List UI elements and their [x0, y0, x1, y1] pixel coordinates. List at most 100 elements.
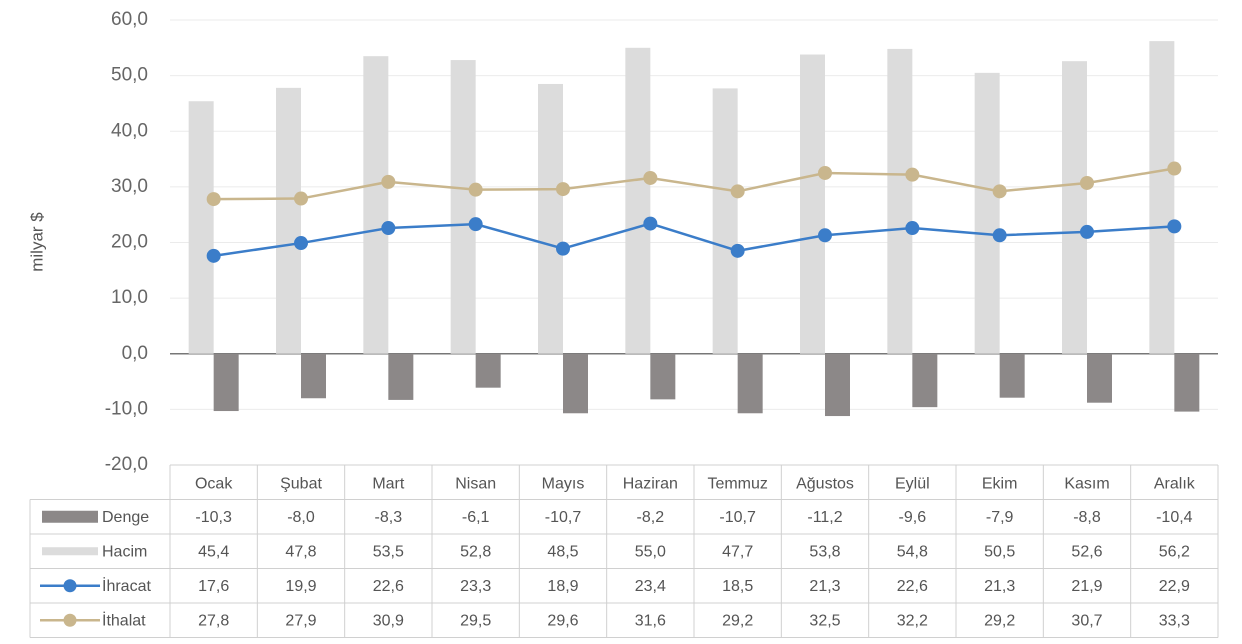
marker [294, 236, 308, 251]
data-label: 23,3 [460, 578, 491, 595]
legend-label: İhracat [102, 576, 151, 595]
bar [450, 60, 476, 354]
y-tick-label: -20,0 [105, 454, 148, 475]
legend-key [42, 510, 98, 523]
data-label: 56,2 [1159, 543, 1190, 560]
data-label: 18,5 [722, 578, 753, 595]
marker [992, 184, 1007, 199]
marker [905, 221, 920, 236]
bar [712, 88, 738, 354]
y-tick-label: 10,0 [111, 287, 148, 308]
x-tick-label: Eylül [895, 475, 930, 492]
bar [999, 353, 1025, 398]
data-label: -6,1 [462, 509, 490, 526]
bar [188, 101, 214, 354]
data-label: 48,5 [547, 543, 578, 560]
marker [1080, 175, 1094, 190]
data-label: 55,0 [635, 543, 666, 560]
marker [1167, 219, 1182, 234]
data-label: 47,8 [285, 543, 316, 560]
bar [737, 353, 763, 414]
data-label: 23,4 [635, 578, 666, 595]
marker [1080, 224, 1094, 239]
marker [468, 217, 483, 232]
y-axis-label: milyar $ [27, 212, 46, 272]
bar [800, 54, 825, 354]
bar [475, 353, 501, 388]
data-label: 22,6 [897, 578, 928, 595]
data-label: 47,7 [722, 543, 753, 560]
x-tick-label: Ağustos [796, 475, 854, 492]
marker [905, 167, 920, 182]
data-label: 54,8 [897, 543, 928, 560]
data-label: 19,9 [285, 578, 316, 595]
marker [730, 184, 745, 199]
data-label: -11,2 [807, 509, 842, 526]
bar [276, 87, 301, 354]
data-label: 27,9 [285, 612, 316, 629]
data-label: -8,3 [375, 509, 403, 526]
x-tick-label: Ekim [982, 475, 1018, 492]
data-label: 52,6 [1071, 543, 1102, 560]
data-label: 30,7 [1071, 612, 1102, 629]
bar [912, 353, 938, 408]
marker [468, 182, 483, 197]
data-label: -9,6 [899, 509, 927, 526]
y-tick-label: 60,0 [111, 9, 148, 30]
marker [818, 228, 832, 243]
line [213, 167, 1175, 201]
data-label: 17,6 [198, 578, 229, 595]
bar [1149, 41, 1175, 354]
data-label: 31,6 [635, 612, 666, 629]
bar [538, 83, 563, 354]
x-tick-label: Mart [372, 475, 405, 492]
data-label: 52,8 [460, 543, 491, 560]
marker [294, 191, 308, 206]
data-label: 45,4 [198, 543, 229, 560]
legend-label: Hacim [102, 543, 147, 560]
marker [381, 174, 396, 189]
y-tick-label: -10,0 [105, 398, 148, 419]
data-label: 32,5 [809, 612, 840, 629]
marker [1167, 161, 1182, 176]
data-label: 30,9 [373, 612, 404, 629]
x-tick-label: Aralık [1154, 475, 1196, 492]
y-tick-label: 40,0 [111, 120, 148, 141]
marker [643, 170, 658, 185]
legend-key [63, 613, 77, 627]
legend-label: İthalat [102, 610, 146, 629]
marker [730, 243, 745, 258]
marker [818, 165, 832, 180]
bar [887, 48, 913, 354]
data-label: -10,7 [719, 509, 756, 526]
data-label: 21,3 [809, 578, 840, 595]
data-label: 27,8 [198, 612, 229, 629]
bar [625, 47, 651, 354]
data-label: -8,0 [287, 509, 315, 526]
marker [206, 192, 221, 207]
data-label: -10,3 [195, 509, 232, 526]
marker [381, 221, 396, 236]
bar [1087, 353, 1112, 403]
marker [643, 216, 658, 231]
data-label: -8,2 [637, 509, 665, 526]
bar [363, 56, 389, 354]
x-tick-label: Temmuz [707, 475, 767, 492]
y-tick-label: 30,0 [111, 176, 148, 197]
data-label: 33,3 [1159, 612, 1190, 629]
data-label: -7,9 [986, 509, 1014, 526]
x-tick-label: Şubat [280, 475, 322, 492]
y-tick-label: 0,0 [122, 343, 148, 364]
data-label: 22,6 [373, 578, 404, 595]
bar [825, 353, 850, 417]
bar [650, 353, 676, 400]
marker [556, 182, 570, 197]
data-label: 53,5 [373, 543, 404, 560]
data-label: 21,9 [1071, 578, 1102, 595]
legend-key [42, 547, 98, 556]
bar [1062, 61, 1087, 354]
x-tick-label: Kasım [1064, 475, 1109, 492]
marker [992, 228, 1007, 243]
data-label: -8,8 [1073, 509, 1101, 526]
